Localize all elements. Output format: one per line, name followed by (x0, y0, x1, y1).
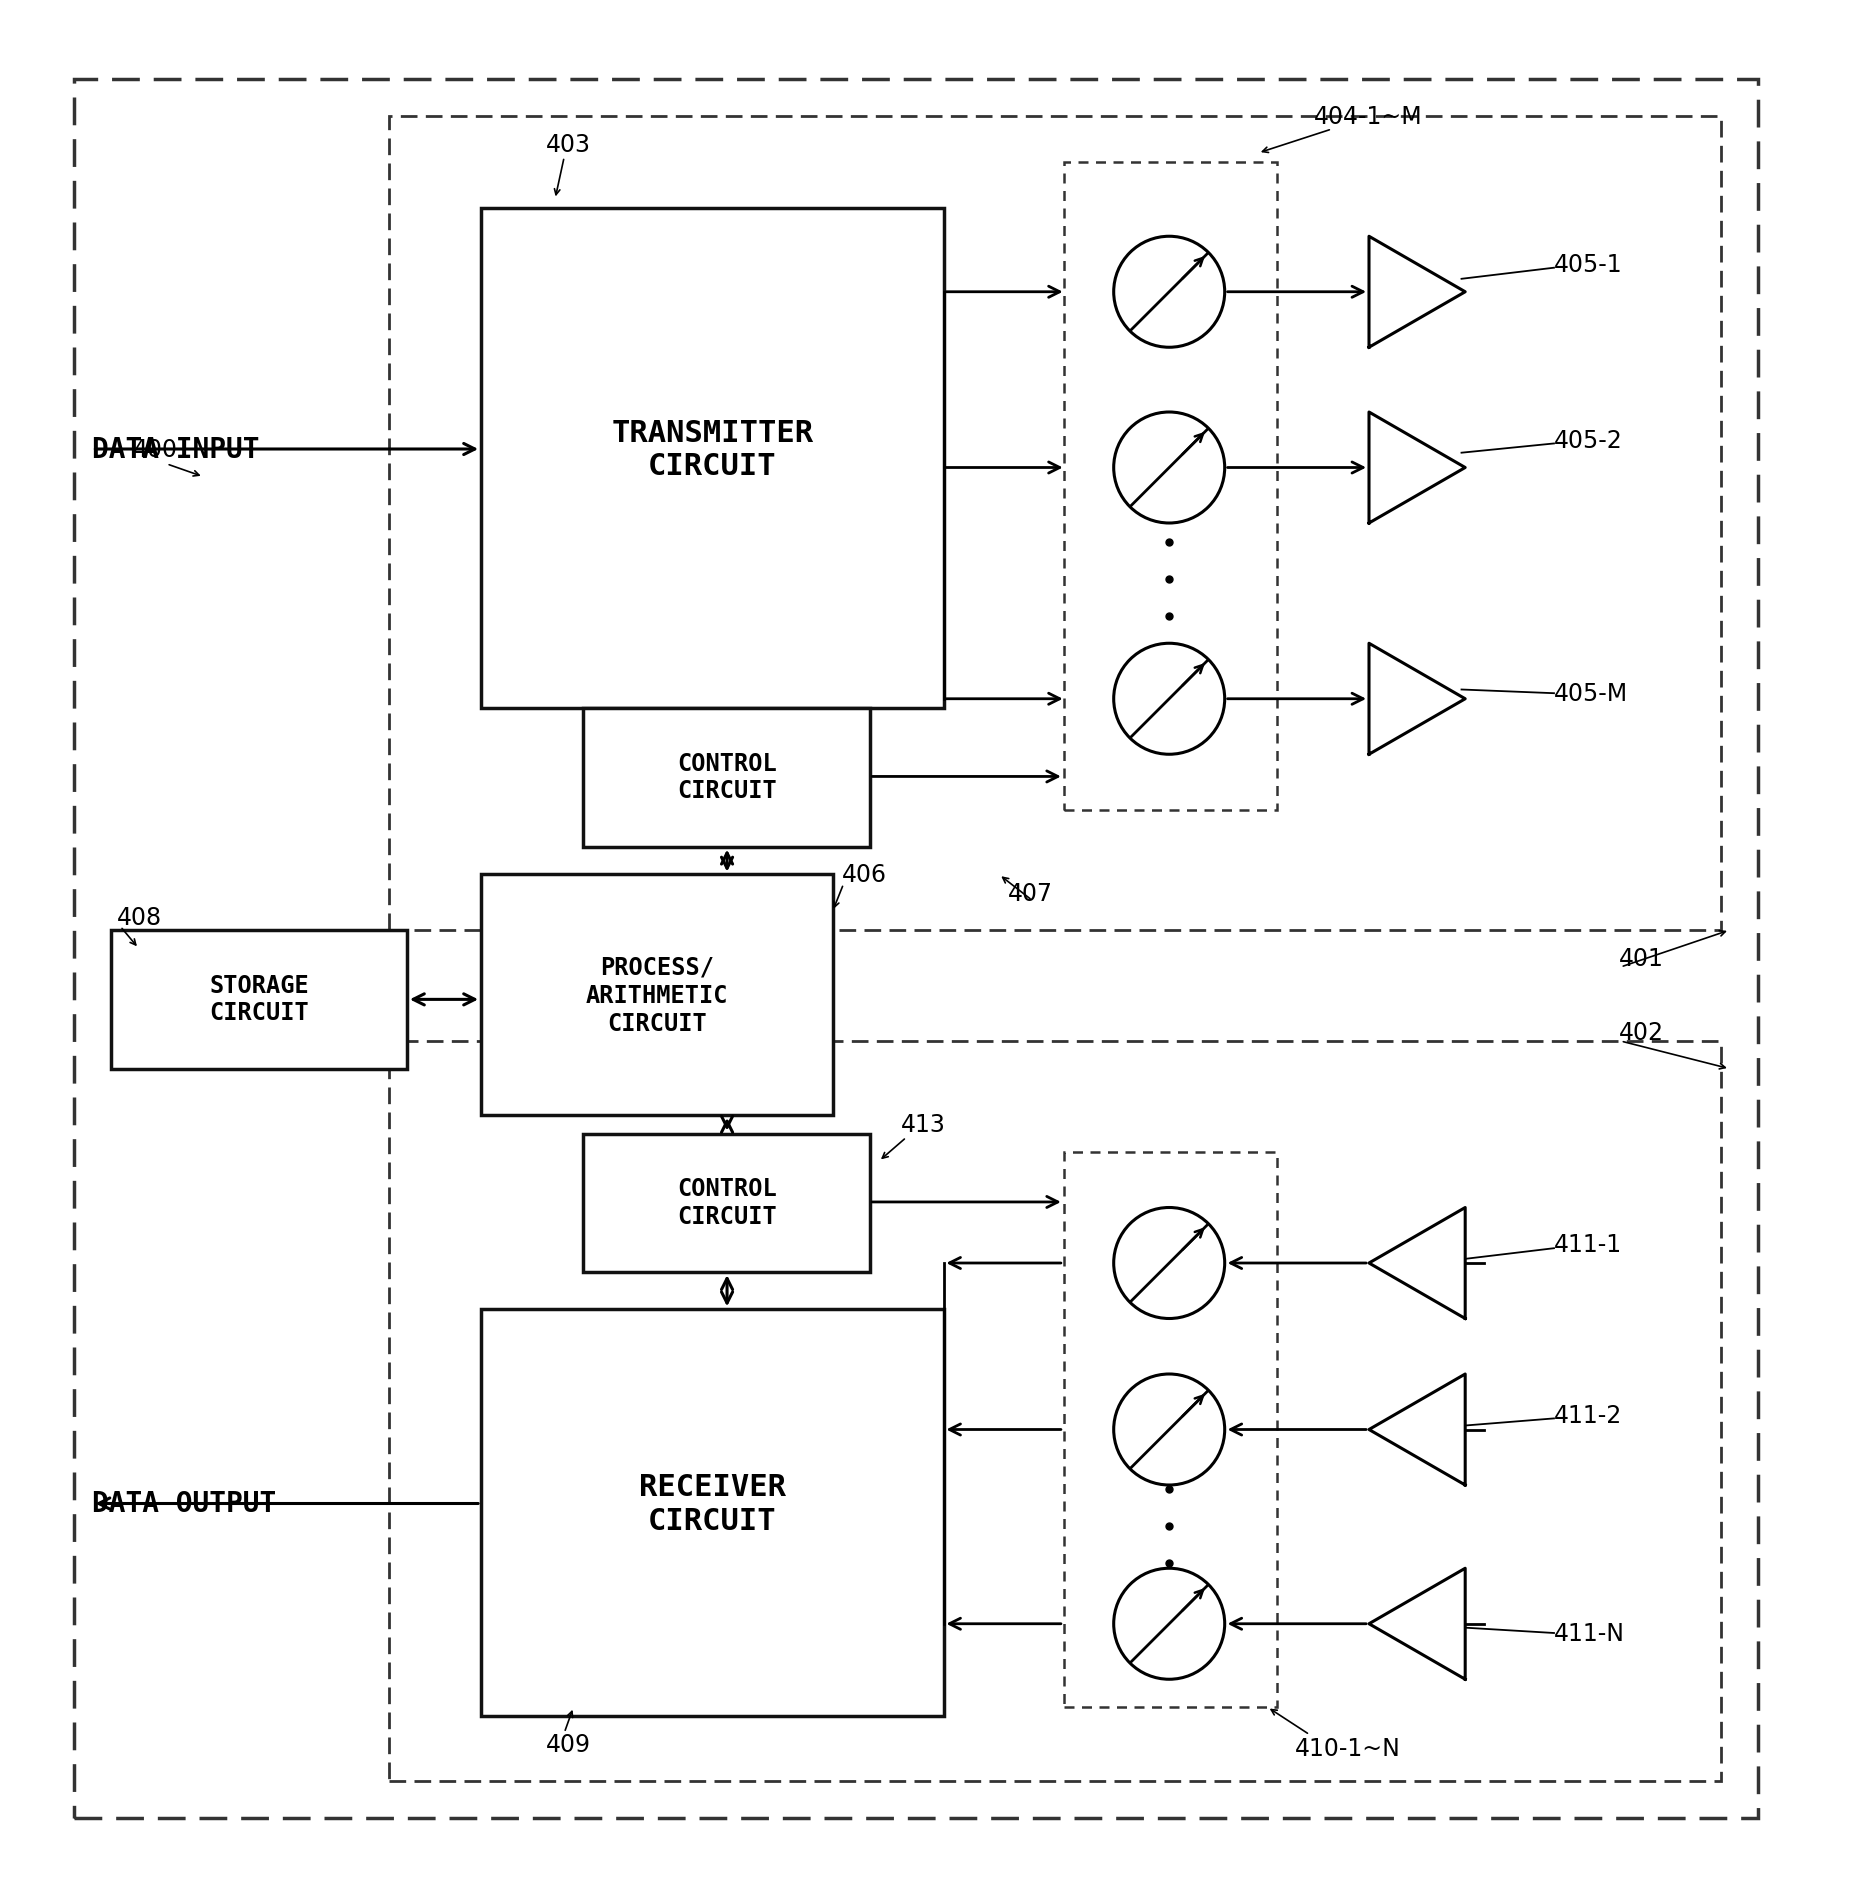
Polygon shape (1369, 1207, 1465, 1319)
Bar (388, 1042, 1721, 1780)
Text: TRANSMITTER
CIRCUIT: TRANSMITTER CIRCUIT (610, 418, 814, 480)
Text: PROCESS/
ARITHMETIC
CIRCUIT: PROCESS/ ARITHMETIC CIRCUIT (585, 955, 729, 1034)
Bar (388, 118, 1721, 930)
Text: 411-2: 411-2 (1554, 1403, 1622, 1427)
Polygon shape (1369, 1374, 1465, 1486)
Polygon shape (1369, 1568, 1465, 1680)
Text: 408: 408 (117, 905, 161, 930)
Bar (1064, 163, 1276, 810)
Text: 400: 400 (133, 438, 178, 461)
Polygon shape (1369, 412, 1465, 524)
Text: 406: 406 (842, 864, 886, 886)
Text: 410-1~N: 410-1~N (1295, 1737, 1400, 1759)
Text: 411-N: 411-N (1554, 1621, 1624, 1646)
Text: 407: 407 (1008, 881, 1053, 905)
Text: 405-M: 405-M (1554, 681, 1628, 706)
Text: 413: 413 (901, 1112, 945, 1137)
Text: 405-1: 405-1 (1554, 252, 1622, 277)
Bar (583, 1133, 870, 1272)
Polygon shape (1369, 643, 1465, 755)
Text: 405-2: 405-2 (1554, 429, 1622, 452)
Polygon shape (1369, 237, 1465, 347)
Bar (111, 930, 407, 1069)
Bar (583, 708, 870, 847)
Text: 404-1~M: 404-1~M (1314, 104, 1423, 129)
Text: 411-1: 411-1 (1554, 1234, 1622, 1256)
Text: 402: 402 (1619, 1021, 1663, 1044)
Text: RECEIVER
CIRCUIT: RECEIVER CIRCUIT (638, 1473, 786, 1535)
Text: 401: 401 (1619, 947, 1663, 970)
Text: 403: 403 (546, 133, 590, 158)
Bar (481, 1310, 944, 1716)
Text: DATA OUTPUT: DATA OUTPUT (92, 1490, 278, 1518)
Bar (481, 875, 832, 1116)
Text: STORAGE
CIRCUIT: STORAGE CIRCUIT (209, 974, 309, 1025)
Bar (1064, 1152, 1276, 1706)
Bar (481, 209, 944, 708)
Text: 409: 409 (546, 1733, 590, 1756)
Text: CONTROL
CIRCUIT: CONTROL CIRCUIT (677, 1177, 777, 1228)
Text: CONTROL
CIRCUIT: CONTROL CIRCUIT (677, 752, 777, 803)
Text: DATA INPUT: DATA INPUT (92, 437, 261, 463)
